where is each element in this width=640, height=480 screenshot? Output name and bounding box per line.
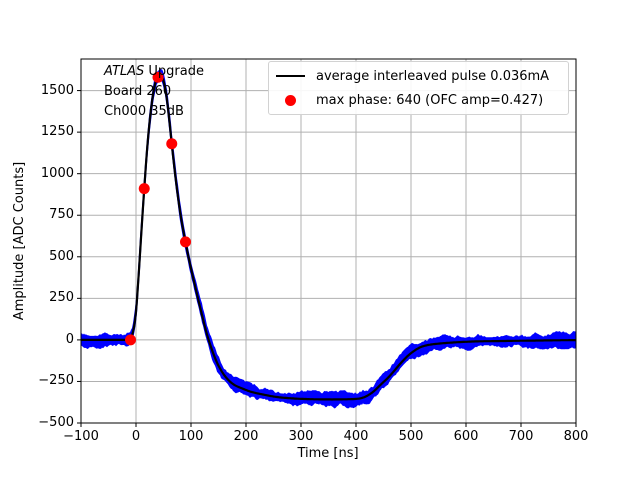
x-tick-label: 400 (326, 429, 386, 444)
x-tick-label: 500 (381, 429, 441, 444)
legend: average interleaved pulse 0.036mA max ph… (268, 61, 569, 115)
max-phase-marker (166, 138, 177, 149)
y-tick-label: 500 (24, 249, 74, 264)
annotation-line-1: ATLAS Upgrade (104, 62, 204, 82)
x-axis-label: Time [ns] (78, 446, 578, 461)
average-line-sample-icon (276, 75, 305, 77)
max-phase-marker (180, 236, 191, 247)
max-phase-marker (125, 334, 136, 345)
x-tick-label: 200 (216, 429, 276, 444)
y-axis-label-wrap: Amplitude [ADC Counts] (12, 131, 30, 351)
y-tick-label: 250 (24, 290, 74, 305)
x-tick-label: 300 (271, 429, 331, 444)
annotation-experiment-name: ATLAS (104, 64, 144, 79)
y-tick-label: 1500 (24, 83, 74, 98)
legend-line-swatch (276, 75, 305, 77)
y-tick-label: −500 (24, 415, 74, 430)
x-tick-label: 0 (106, 429, 166, 444)
annotation-line-3: Ch000 35dB (104, 102, 204, 122)
annotation-line-2: Board 260 (104, 82, 204, 102)
max-phase-marker (139, 183, 150, 194)
pulse-shape-figure: ATLAS Upgrade Board 260 Ch000 35dB avera… (0, 0, 640, 480)
y-tick-label: 0 (24, 332, 74, 347)
legend-entry-max-phase: max phase: 640 (OFC amp=0.427) (276, 88, 562, 112)
legend-entry-average-pulse: average interleaved pulse 0.036mA (276, 64, 562, 88)
annotation-line-1-rest: Upgrade (144, 64, 204, 79)
legend-label-max-phase: max phase: 640 (OFC amp=0.427) (316, 93, 543, 108)
x-tick-label: −100 (51, 429, 111, 444)
y-tick-label: −250 (24, 373, 74, 388)
x-tick-label: 600 (436, 429, 496, 444)
legend-dot-swatch (276, 95, 305, 106)
y-tick-label: 1250 (24, 124, 74, 139)
y-tick-label: 1000 (24, 166, 74, 181)
x-tick-label: 100 (161, 429, 221, 444)
plot-annotation: ATLAS Upgrade Board 260 Ch000 35dB (104, 62, 204, 122)
max-phase-dot-sample-icon (285, 95, 296, 106)
legend-label-average-pulse: average interleaved pulse 0.036mA (316, 69, 549, 84)
x-tick-label: 800 (546, 429, 606, 444)
x-tick-label: 700 (491, 429, 551, 444)
y-tick-label: 750 (24, 207, 74, 222)
